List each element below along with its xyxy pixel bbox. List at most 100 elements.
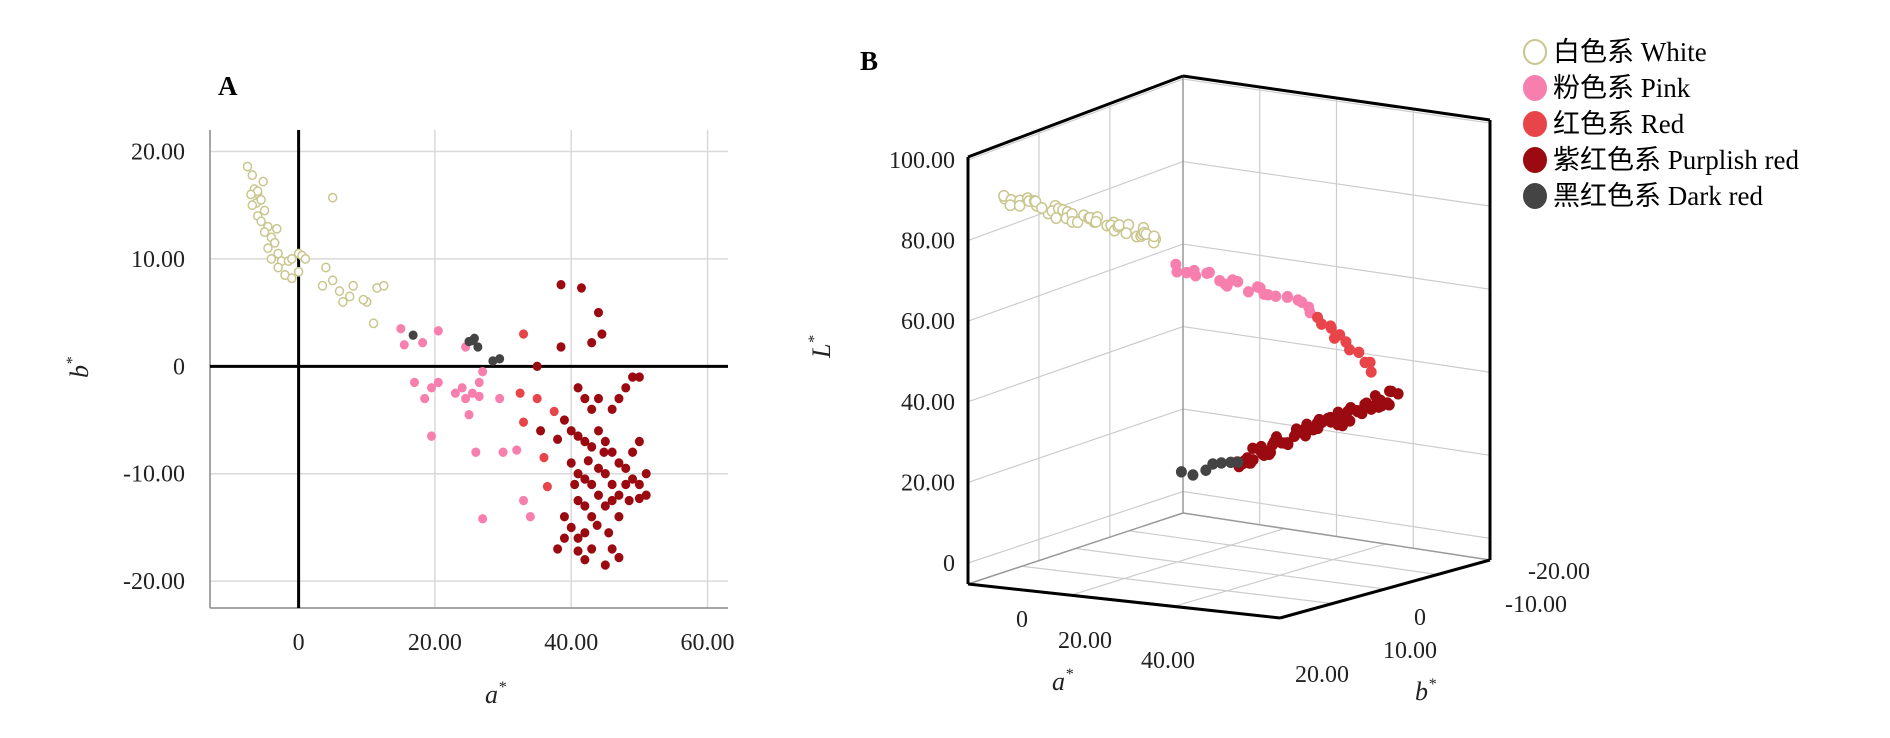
x-tick-label: 60.00 xyxy=(681,630,735,656)
x-tick-label: 0 xyxy=(293,630,305,656)
data-point xyxy=(549,406,559,417)
data-point xyxy=(519,417,529,427)
data-point xyxy=(624,495,634,506)
data-point xyxy=(553,434,563,445)
data-point xyxy=(473,342,483,352)
panel-a-points xyxy=(242,161,651,570)
data-point-3d xyxy=(1232,456,1244,468)
data-point xyxy=(580,528,590,538)
data-point xyxy=(542,481,552,492)
data-point xyxy=(344,291,355,302)
data-point xyxy=(573,383,583,393)
data-point xyxy=(536,426,546,436)
data-point xyxy=(566,426,576,436)
data-point xyxy=(600,501,610,511)
data-point xyxy=(348,280,358,291)
data-point-3d xyxy=(1090,215,1102,228)
data-point-3d xyxy=(1171,266,1183,278)
y-tick-label: -10.00 xyxy=(123,462,185,488)
data-point xyxy=(566,522,576,533)
data-point xyxy=(600,469,610,479)
data-point xyxy=(594,393,603,404)
x-tick-label: 0 xyxy=(1016,607,1028,633)
data-point-3d xyxy=(1120,227,1132,240)
z-tick-label: 40.00 xyxy=(901,390,955,416)
legend: 白色系 White 粉色系 Pink 红色系 Red 紫红色系 Purplish re… xyxy=(1523,37,1799,211)
data-point-3d xyxy=(1190,270,1202,282)
panel-a-xlabel: a* xyxy=(485,679,506,709)
data-point xyxy=(599,447,609,457)
data-point xyxy=(607,404,617,414)
panel-b-ticks: 100.00 80.00 60.00 40.00 20.00 0 0 20.00 40.00 -2… xyxy=(889,148,1590,688)
legend-marker xyxy=(1523,75,1547,101)
data-point-3d xyxy=(1351,405,1363,418)
panel-a-scatter: A 0 20.00 40.00 60.00 20.00 10.00 0 -10.00 -20.0… xyxy=(64,71,735,709)
data-point xyxy=(409,377,419,388)
data-point xyxy=(580,436,590,447)
data-point-3d xyxy=(1385,385,1397,398)
data-point xyxy=(594,490,603,500)
data-point xyxy=(587,442,597,452)
z-tick-label: 20.00 xyxy=(901,470,955,496)
data-point xyxy=(587,479,597,490)
data-point-3d xyxy=(1201,267,1213,279)
panel-a-grid xyxy=(209,130,728,609)
data-point xyxy=(573,431,583,441)
data-point-3d xyxy=(1334,329,1346,341)
x-tick-label: 40.00 xyxy=(1141,648,1195,674)
data-point xyxy=(433,377,443,388)
grid-line-z-left xyxy=(967,243,1184,322)
data-point-3d xyxy=(1364,356,1376,369)
panel-a-letter: A xyxy=(218,71,238,101)
legend-item: 粉色系 Pink xyxy=(1523,73,1691,103)
data-point xyxy=(559,511,569,522)
data-point xyxy=(583,456,593,466)
data-point xyxy=(420,393,430,404)
data-point xyxy=(628,447,638,457)
panel-b-grid xyxy=(966,74,1492,620)
x-tick-label: 40.00 xyxy=(544,630,598,656)
data-point xyxy=(338,296,348,307)
data-point xyxy=(418,337,428,348)
grid-line-floor xyxy=(1129,530,1438,576)
data-point xyxy=(532,361,542,372)
data-point-3d xyxy=(1369,390,1381,402)
data-point-3d xyxy=(1270,290,1282,302)
legend-label: 白色系 White xyxy=(1553,37,1707,67)
data-point xyxy=(427,431,437,441)
legend-item: 紫红色系 Purplish red xyxy=(1523,145,1799,175)
data-point xyxy=(580,501,590,511)
data-point-3d xyxy=(1282,438,1294,451)
data-point xyxy=(247,170,258,181)
data-point xyxy=(634,372,644,382)
data-point-3d xyxy=(1036,202,1048,214)
grid-line-z-left xyxy=(967,408,1184,483)
panel-b-letter: B xyxy=(860,46,878,76)
grid-line-z-left xyxy=(967,160,1184,242)
data-point xyxy=(469,333,479,344)
data-point xyxy=(600,560,610,570)
data-point-3d xyxy=(1200,464,1212,476)
data-point xyxy=(334,286,345,297)
data-point xyxy=(634,493,644,504)
grid-line-z-left xyxy=(967,78,1184,161)
data-point xyxy=(621,463,631,474)
data-point xyxy=(621,383,631,393)
data-point xyxy=(259,227,270,237)
data-point-3d xyxy=(1365,366,1377,378)
data-point xyxy=(580,393,590,404)
data-point xyxy=(293,266,304,277)
data-point xyxy=(573,469,583,479)
data-point xyxy=(607,495,617,506)
data-point xyxy=(259,205,270,216)
z-tick-label: 60.00 xyxy=(901,309,955,335)
data-point-3d xyxy=(1325,322,1337,334)
panel-b-3d-scatter: B 100.00 80.00 60.00 40.00 20.00 0 0 20.00 40.00… xyxy=(806,46,1590,706)
data-point xyxy=(515,388,525,398)
data-point xyxy=(607,544,617,554)
data-point xyxy=(242,161,253,172)
data-point xyxy=(317,280,328,291)
box-edge-back-floor xyxy=(1182,512,1491,561)
data-point xyxy=(474,377,484,388)
panel-b-xlabel: a* xyxy=(1052,666,1073,696)
